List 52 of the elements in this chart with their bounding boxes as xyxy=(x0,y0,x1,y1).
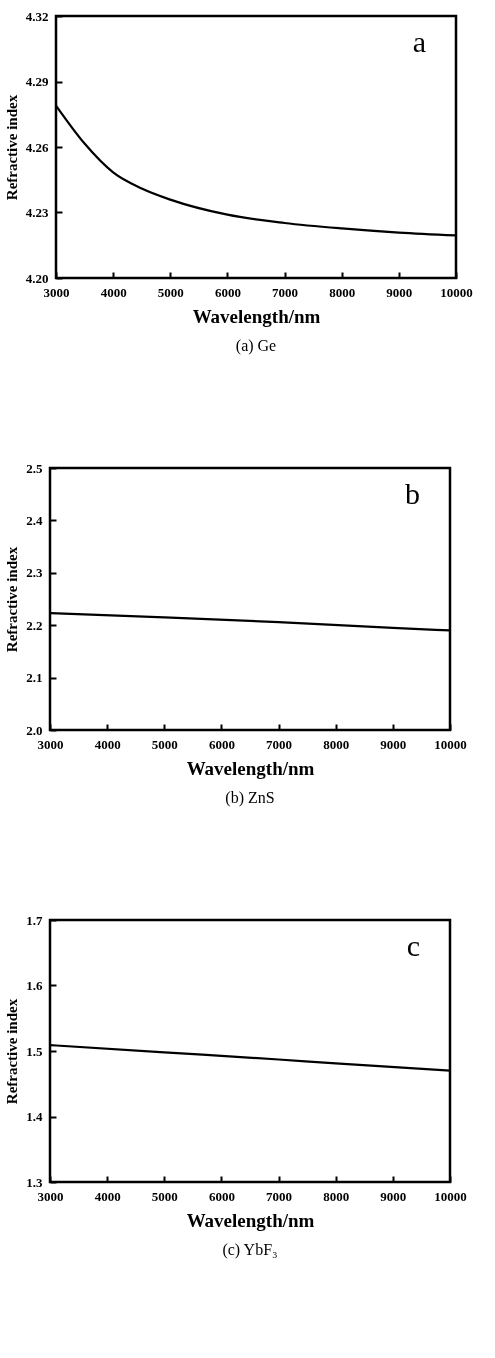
x-axis-title: Wavelength/nm xyxy=(186,757,315,779)
y-tick-label: 2.1 xyxy=(26,670,43,686)
y-tick-label: 1.7 xyxy=(26,912,43,928)
annotation: a xyxy=(412,25,426,58)
y-tick-label: 2.0 xyxy=(26,722,43,738)
x-tick-label: 7000 xyxy=(272,284,299,300)
x-tick-label: 6000 xyxy=(214,284,241,300)
x-tick-label: 10000 xyxy=(434,1188,467,1204)
x-tick-label: 5000 xyxy=(151,1188,178,1204)
y-tick-label: 1.6 xyxy=(26,978,43,993)
y-tick-label: 2.2 xyxy=(26,617,43,633)
x-axis-title: Wavelength/nm xyxy=(192,305,321,327)
y-tick-label: 2.4 xyxy=(26,512,43,528)
x-tick-label: 6000 xyxy=(208,1188,235,1204)
y-tick-label: 4.26 xyxy=(25,139,49,155)
x-tick-label: 7000 xyxy=(266,736,293,752)
x-tick-label: 9000 xyxy=(386,284,413,300)
x-tick-label: 8000 xyxy=(329,284,356,300)
x-tick-label: 5000 xyxy=(157,284,184,300)
x-tick-label: 3000 xyxy=(37,1188,64,1204)
x-tick-label: 4000 xyxy=(94,1188,121,1204)
text: (a) Ge xyxy=(235,337,277,355)
x-tick-label: 8000 xyxy=(323,1188,350,1204)
x-tick-label: 7000 xyxy=(266,1188,293,1204)
x-tick-label: 4000 xyxy=(94,736,121,752)
x-tick-label: 9000 xyxy=(380,736,407,752)
y-tick-label: 4.20 xyxy=(25,270,49,286)
y-tick-label: 1.5 xyxy=(26,1043,43,1059)
annotation: c xyxy=(406,929,420,962)
x-axis-title: Wavelength/nm xyxy=(186,1209,315,1231)
x-tick-label: 10000 xyxy=(440,284,473,300)
annotation: b xyxy=(405,477,420,510)
x-tick-label: 5000 xyxy=(151,736,178,752)
y-tick-label: 1.3 xyxy=(26,1174,43,1190)
y-tick-label: 2.5 xyxy=(26,460,43,476)
x-tick-label: 9000 xyxy=(380,1188,407,1204)
y-tick-label: 1.4 xyxy=(26,1109,43,1124)
x-tick-label: 10000 xyxy=(434,736,467,752)
y-tick-label: 4.29 xyxy=(25,74,49,89)
x-tick-label: 3000 xyxy=(37,736,64,752)
x-tick-label: 8000 xyxy=(323,736,350,752)
text: (b) ZnS xyxy=(225,789,275,807)
y-tick-label: 2.3 xyxy=(26,565,43,581)
x-tick-label: 4000 xyxy=(100,284,127,300)
y-tick-label: 4.32 xyxy=(25,8,49,24)
y-axis-title: Refractive index xyxy=(4,546,21,653)
x-tick-label: 6000 xyxy=(208,736,235,752)
text: (c) YbF₃ xyxy=(222,1241,278,1259)
y-tick-label: 4.23 xyxy=(25,205,49,220)
x-tick-label: 3000 xyxy=(43,284,70,300)
y-axis-title: Refractive index xyxy=(4,998,21,1105)
y-axis-title: Refractive index xyxy=(3,94,20,201)
